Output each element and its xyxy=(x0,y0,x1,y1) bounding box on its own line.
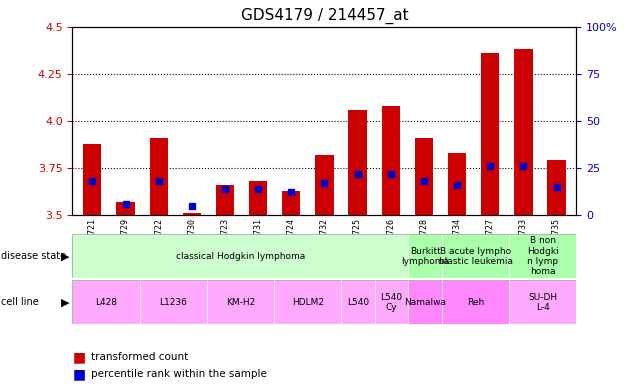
Text: HDLM2: HDLM2 xyxy=(292,298,324,307)
Text: L428: L428 xyxy=(95,298,117,307)
Bar xyxy=(282,190,301,215)
Text: cell line: cell line xyxy=(1,297,39,308)
Bar xyxy=(140,280,207,324)
Text: L1236: L1236 xyxy=(159,298,187,307)
Text: B non
Hodgki
n lymp
homa: B non Hodgki n lymp homa xyxy=(527,236,559,276)
Bar xyxy=(183,213,201,215)
Bar xyxy=(341,280,375,324)
Bar xyxy=(408,234,442,278)
Bar xyxy=(149,138,168,215)
Bar xyxy=(375,280,408,324)
Text: KM-H2: KM-H2 xyxy=(226,298,255,307)
Bar xyxy=(274,280,341,324)
Bar xyxy=(442,234,509,278)
Bar xyxy=(408,280,442,324)
Bar xyxy=(415,138,433,215)
Text: classical Hodgkin lymphoma: classical Hodgkin lymphoma xyxy=(176,252,305,261)
Bar xyxy=(117,202,135,215)
Text: Namalwa: Namalwa xyxy=(404,298,446,307)
Text: L540: L540 xyxy=(347,298,369,307)
Bar xyxy=(514,50,532,215)
Text: ■: ■ xyxy=(72,350,86,364)
Bar xyxy=(509,280,576,324)
Text: ▶: ▶ xyxy=(61,251,69,262)
Text: Burkitt
lymphoma: Burkitt lymphoma xyxy=(401,247,449,266)
Text: Reh: Reh xyxy=(467,298,484,307)
Text: ▶: ▶ xyxy=(61,297,69,308)
Bar xyxy=(83,144,101,215)
Bar xyxy=(547,161,566,215)
Bar xyxy=(72,280,140,324)
Text: L540
Cy: L540 Cy xyxy=(381,293,403,312)
Bar xyxy=(207,280,274,324)
Text: percentile rank within the sample: percentile rank within the sample xyxy=(91,369,267,379)
Bar xyxy=(316,155,333,215)
Bar xyxy=(249,181,267,215)
Bar xyxy=(216,185,234,215)
Bar xyxy=(448,153,466,215)
Bar xyxy=(72,234,408,278)
Title: GDS4179 / 214457_at: GDS4179 / 214457_at xyxy=(241,8,408,24)
Text: disease state: disease state xyxy=(1,251,66,262)
Bar xyxy=(382,106,400,215)
Text: ■: ■ xyxy=(72,367,86,381)
Bar xyxy=(481,53,500,215)
Text: B acute lympho
blastic leukemia: B acute lympho blastic leukemia xyxy=(438,247,513,266)
Text: transformed count: transformed count xyxy=(91,352,188,362)
Text: SU-DH
L-4: SU-DH L-4 xyxy=(529,293,558,312)
Bar xyxy=(442,280,509,324)
Bar xyxy=(509,234,576,278)
Bar xyxy=(348,110,367,215)
